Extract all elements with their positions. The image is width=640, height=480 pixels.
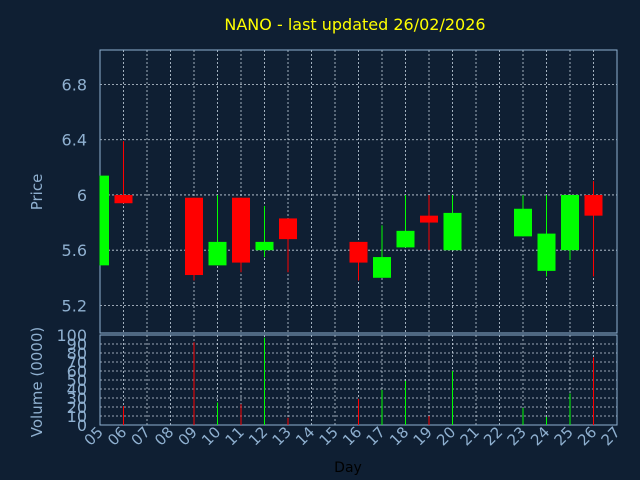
candle-body: [349, 241, 368, 263]
price-tick-label: 6.8: [62, 76, 87, 95]
candle-body: [232, 197, 250, 263]
x-axis-ticks: 0506070809101112131415161718192021222324…: [81, 423, 624, 449]
candle-body: [114, 194, 133, 204]
volume-tick-label: 50: [67, 371, 87, 390]
price-axis-label: Price: [28, 174, 46, 211]
candle-body: [443, 212, 462, 251]
price-panel: 5.2 5.6 6 6.4 6.8: [62, 49, 618, 334]
candle-body: [584, 194, 603, 216]
volume-tick-label: 0: [77, 416, 87, 435]
volume-tick-label: 70: [67, 353, 87, 372]
volume-tick-label: 100: [56, 326, 87, 345]
price-tick-label: 6: [77, 186, 87, 205]
volume-tick-label: 10: [67, 407, 87, 426]
candle-body: [514, 208, 532, 237]
price-tick-label: 5.2: [62, 296, 87, 315]
volume-tick-label: 40: [67, 380, 87, 399]
volume-tick-label: 80: [67, 344, 87, 363]
candle-body: [373, 257, 391, 278]
candle-body: [208, 241, 227, 266]
candle-body: [561, 194, 579, 251]
volume-tick-label: 30: [67, 389, 87, 408]
x-axis-label: Day: [334, 460, 362, 476]
candle-body: [279, 218, 297, 240]
candle-body: [255, 241, 274, 251]
volume-axis-label: Volume (0000): [28, 327, 46, 437]
price-tick-label: 5.6: [62, 241, 87, 260]
candle-body: [185, 197, 203, 276]
volume-tick-label: 90: [67, 335, 87, 354]
price-tick-label: 6.4: [62, 131, 87, 150]
candle-body: [100, 175, 109, 266]
chart-title: NANO - last updated 26/02/2026: [224, 15, 485, 34]
candle-body: [396, 230, 415, 248]
candle-body: [537, 233, 556, 271]
volume-tick-label: 20: [67, 398, 87, 417]
candle-body: [420, 215, 438, 223]
volume-tick-label: 60: [67, 362, 87, 381]
